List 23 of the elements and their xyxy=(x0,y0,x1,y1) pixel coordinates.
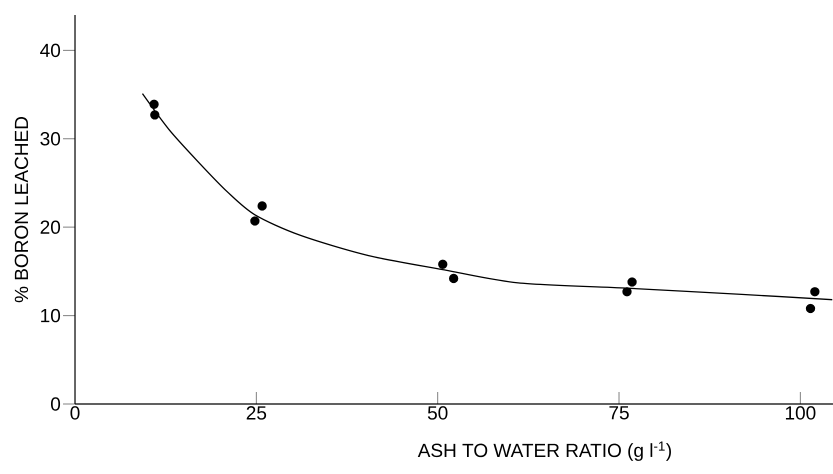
y-tick-label: 0 xyxy=(50,397,60,411)
y-tick-label: 10 xyxy=(41,308,60,322)
y-tick-label: 20 xyxy=(40,220,60,234)
point xyxy=(150,110,160,120)
point xyxy=(810,287,820,296)
point xyxy=(250,216,260,226)
point xyxy=(438,260,448,269)
y-axis-title: % BORON LEACHED xyxy=(14,116,28,302)
point xyxy=(627,277,637,287)
y-tick-label: 40 xyxy=(40,44,60,58)
y-tick-label: 30 xyxy=(40,132,60,146)
x-tick-label: 25 xyxy=(246,406,266,420)
point xyxy=(806,304,816,314)
point xyxy=(149,100,159,109)
point xyxy=(448,274,458,284)
point xyxy=(622,287,632,296)
line-series xyxy=(142,93,833,300)
point xyxy=(258,201,267,211)
x-tick-label: 100 xyxy=(786,406,816,420)
x-axis-title: ASH TO WATER RATIO (g l$^{-1}$) xyxy=(418,442,671,461)
x-tick-label: 75 xyxy=(609,406,629,420)
x-tick-label: 0 xyxy=(70,406,80,420)
x-tick-label: 50 xyxy=(428,406,448,420)
